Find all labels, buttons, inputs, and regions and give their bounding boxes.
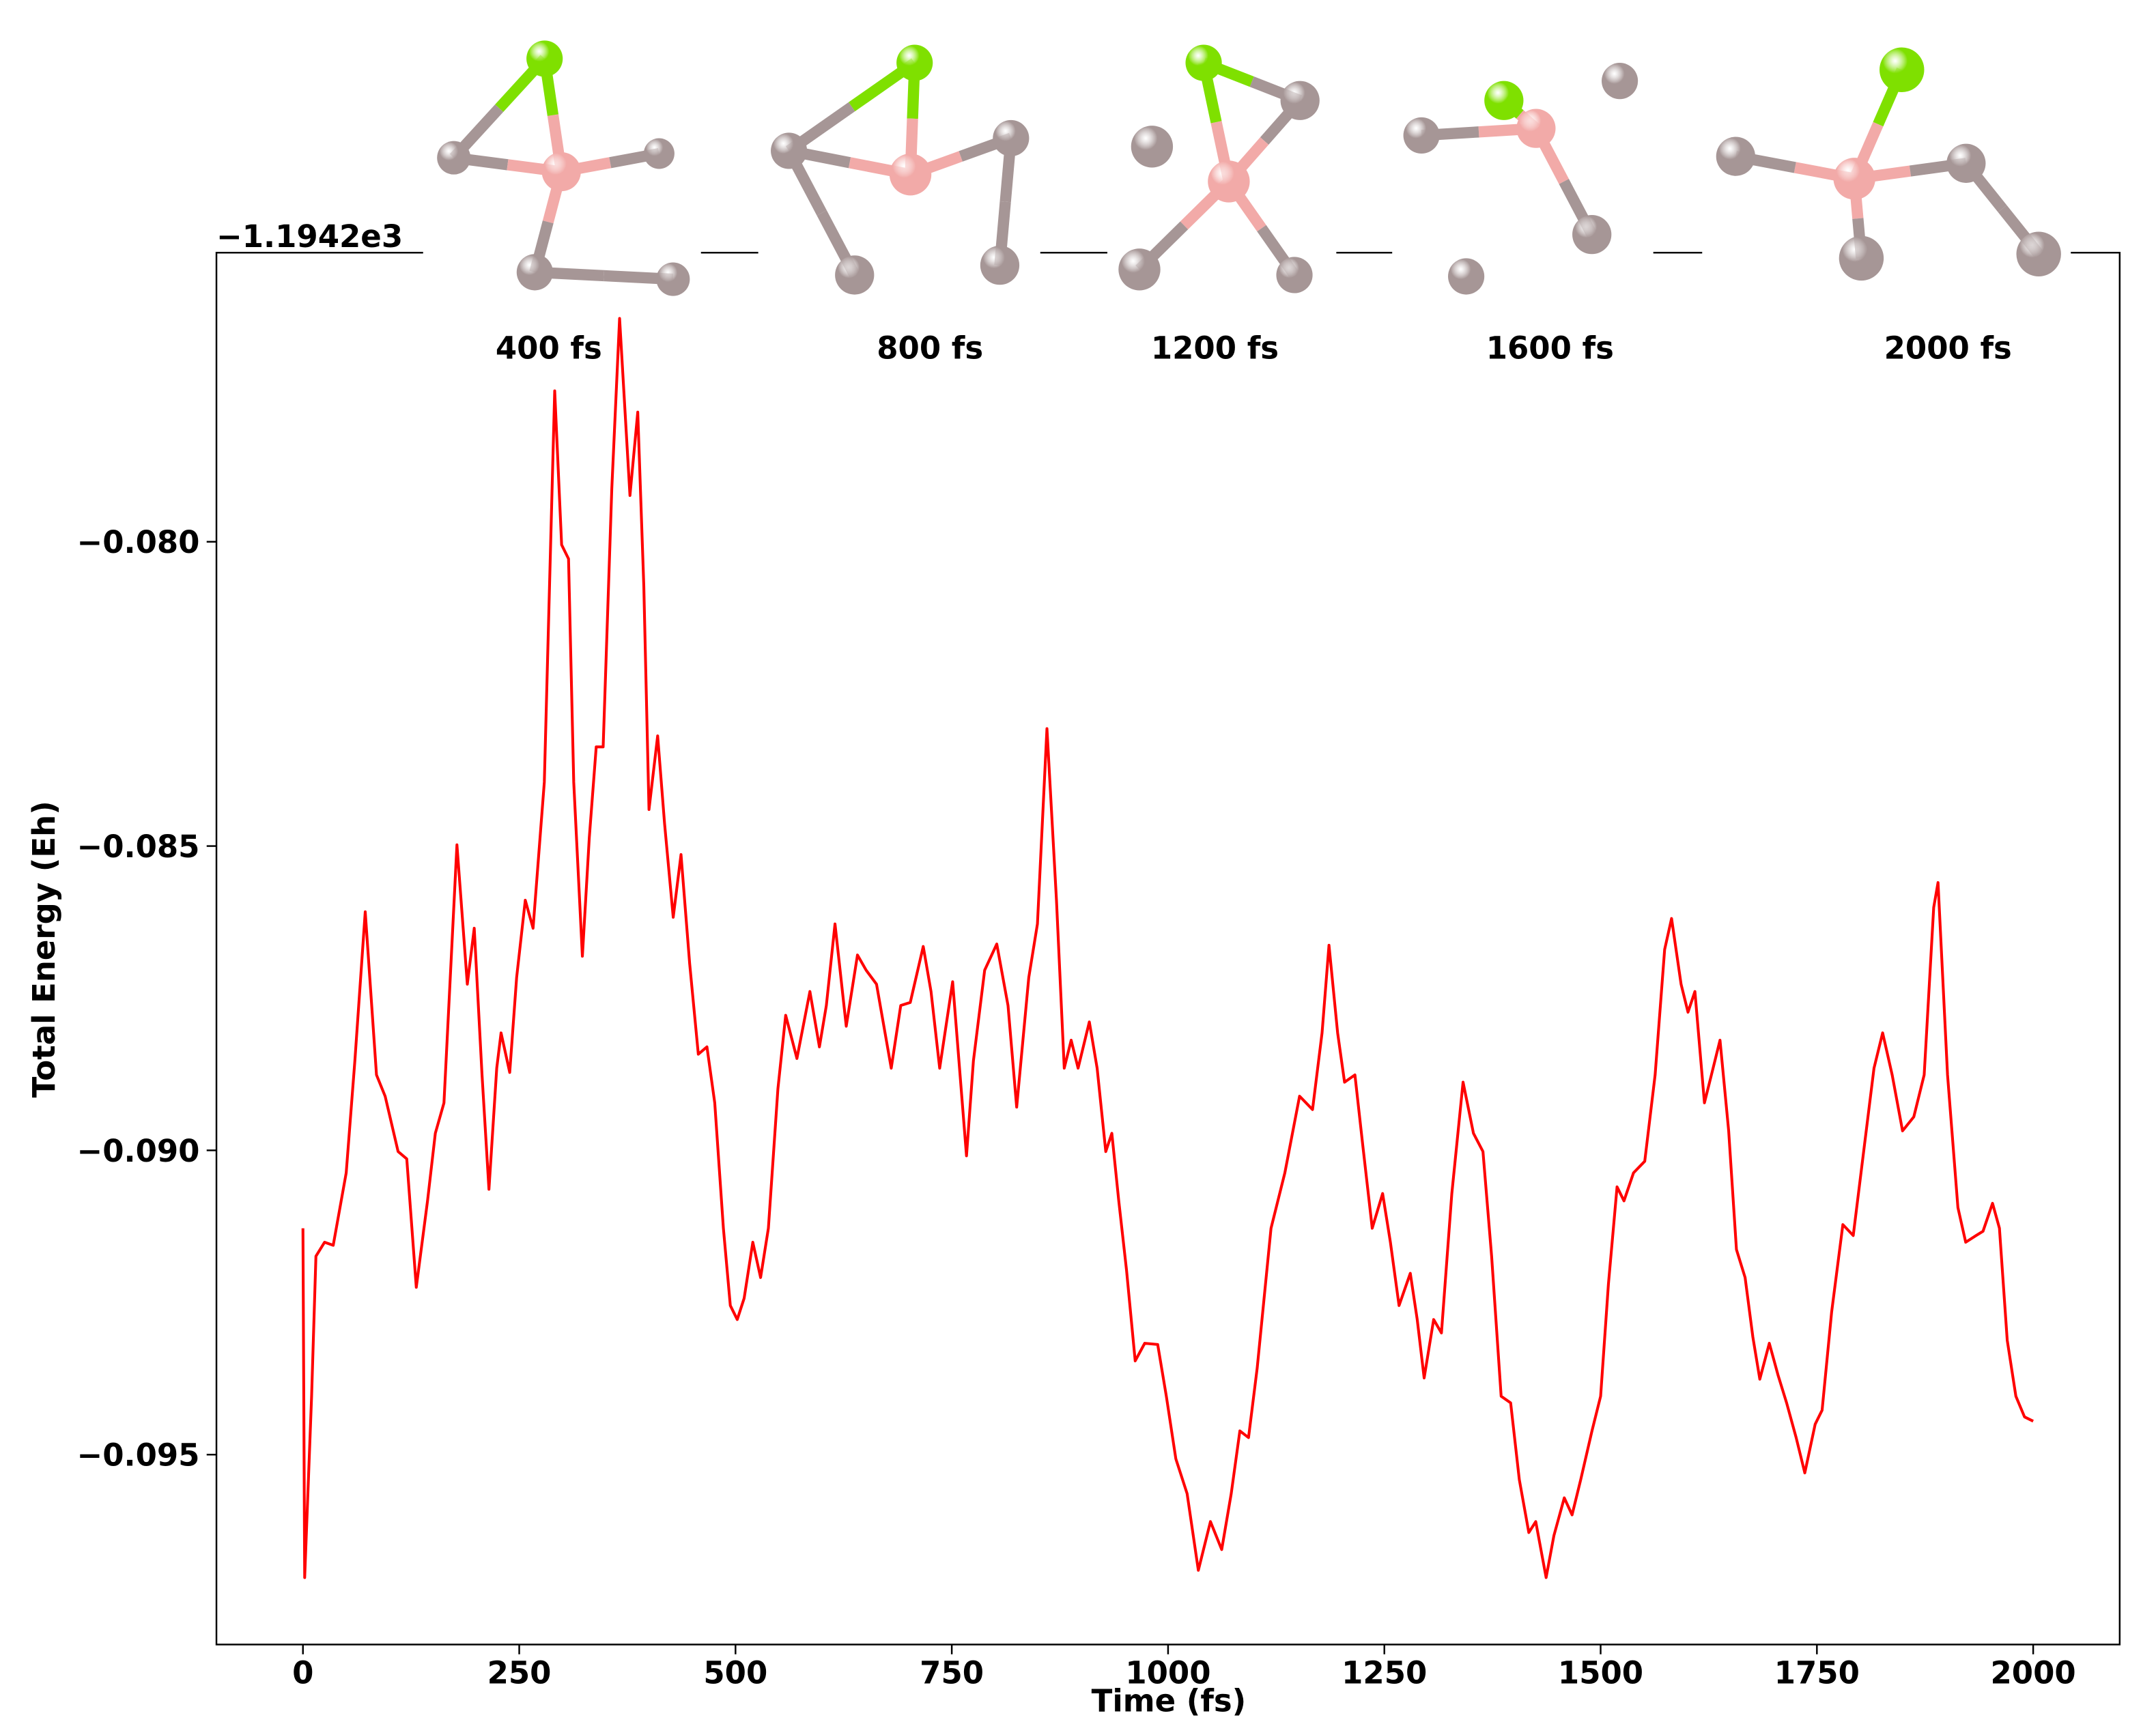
snapshot-label: 800 fs (877, 330, 983, 367)
atom (1276, 257, 1313, 293)
snapshot-label: 2000 fs (1884, 330, 2012, 367)
atom (2016, 231, 2061, 276)
atom (835, 255, 875, 295)
atom (1118, 248, 1161, 291)
atom (1208, 160, 1250, 203)
atom (1280, 81, 1320, 120)
atom (1516, 109, 1556, 148)
atom (1403, 117, 1440, 154)
atom (643, 138, 675, 169)
offset-text: −1.1942e3 (216, 218, 403, 255)
atom (1839, 235, 1884, 281)
energy-line (301, 317, 2034, 1579)
molecule-snapshot (437, 40, 690, 296)
y-tick-label: −0.090 (77, 1133, 200, 1169)
atom (656, 262, 690, 296)
x-tick-label: 1500 (1558, 1655, 1643, 1691)
x-axis-label: Time (fs) (1092, 1683, 1247, 1719)
x-tick-label: 250 (487, 1655, 552, 1691)
atom (437, 141, 471, 175)
atom (1131, 126, 1174, 168)
atom (1716, 137, 1755, 176)
snapshot-label: 1200 fs (1151, 330, 1279, 367)
atom (541, 152, 581, 192)
x-tick-label: 750 (920, 1655, 984, 1691)
molecule-snapshot (1403, 63, 1639, 295)
atom (1484, 81, 1524, 120)
x-tick-label: 0 (292, 1655, 313, 1691)
atom (1185, 44, 1222, 81)
image-backdrop (1392, 248, 1654, 257)
atom (993, 119, 1030, 157)
x-tick-label: 1250 (1342, 1655, 1427, 1691)
atom (771, 132, 808, 169)
atom (526, 40, 563, 77)
atom (1946, 143, 1986, 183)
molecule-snapshot (1716, 47, 2061, 281)
atom (1602, 63, 1639, 100)
atom (1880, 47, 1925, 92)
y-axis-label: Total Energy (Eh) (26, 801, 62, 1097)
image-backdrop (423, 248, 701, 257)
atom (1833, 158, 1875, 200)
molecule-snapshot (771, 44, 1030, 295)
x-tick-label: 1000 (1125, 1655, 1210, 1691)
atom (980, 245, 1020, 285)
snapshot-label: 400 fs (496, 330, 602, 367)
x-tick-label: 1750 (1774, 1655, 1860, 1691)
atom (1448, 258, 1485, 295)
x-tick-label: 2000 (1991, 1655, 2076, 1691)
atom (516, 254, 553, 291)
image-backdrop (1702, 248, 2071, 257)
y-tick-label: −0.095 (77, 1437, 200, 1474)
y-tick-label: −0.080 (77, 524, 200, 560)
image-backdrop (758, 248, 1040, 257)
molecule-snapshot (1118, 44, 1320, 293)
x-tick-label: 500 (703, 1655, 767, 1691)
y-tick-label: −0.085 (77, 829, 200, 865)
atom (1572, 214, 1612, 255)
plot-frame (215, 251, 2121, 1646)
atom (896, 44, 933, 81)
atom (889, 153, 932, 196)
snapshot-label: 1600 fs (1486, 330, 1614, 367)
